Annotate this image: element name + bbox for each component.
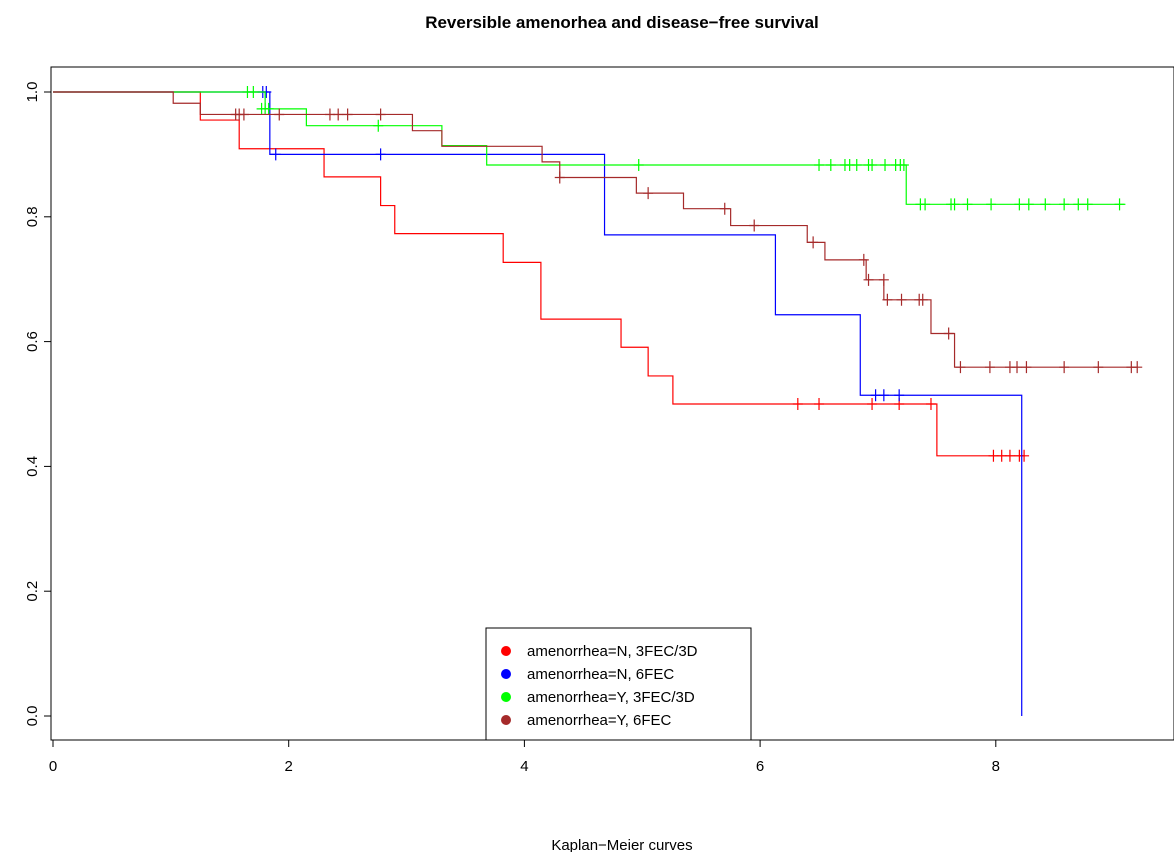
legend-marker — [501, 669, 511, 679]
x-tick-label: 4 — [520, 758, 528, 775]
censor-mark — [867, 398, 878, 410]
series-line — [53, 91, 1023, 716]
x-axis: 0 2 4 6 8 — [49, 740, 1000, 775]
x-tick-label: 8 — [992, 758, 1000, 775]
censor-mark — [825, 159, 836, 172]
censor-mark — [878, 389, 889, 402]
series-group — [53, 86, 1126, 211]
legend-label: amenorrhea=N, 3FEC/3D — [527, 643, 698, 660]
censor-mark — [1023, 198, 1034, 211]
legend-box — [485, 627, 752, 741]
legend-label: amenorrhea=Y, 6FEC — [527, 712, 672, 729]
censor-mark — [920, 198, 931, 211]
censor-mark — [373, 119, 384, 132]
censor-mark — [955, 361, 966, 374]
censor-mark — [1059, 198, 1070, 211]
censor-mark — [925, 398, 936, 410]
censor-mark — [554, 171, 565, 184]
censor-mark — [896, 293, 907, 306]
censor-mark — [949, 198, 960, 211]
series-group — [53, 91, 1030, 462]
series-group — [53, 91, 1143, 374]
censor-mark — [882, 293, 893, 306]
censor-mark — [1073, 198, 1084, 211]
series-group — [53, 86, 1023, 716]
censor-mark — [248, 86, 259, 98]
series-line — [53, 91, 1126, 205]
legend-label: amenorrhea=Y, 3FEC/3D — [527, 689, 695, 706]
censor-mark — [858, 253, 869, 266]
chart-title: Reversible amenorhea and disease−free su… — [425, 13, 819, 32]
censor-mark — [342, 108, 353, 121]
y-tick-label: 0.8 — [24, 206, 41, 227]
censor-mark — [1082, 198, 1093, 211]
censor-mark — [1012, 361, 1023, 374]
censor-mark — [792, 398, 803, 410]
censor-mark — [263, 102, 274, 115]
legend-marker — [501, 715, 511, 725]
x-tick-label: 0 — [49, 758, 57, 775]
censor-mark — [274, 108, 285, 121]
y-axis: 0.0 0.2 0.4 0.6 0.8 1.0 — [24, 82, 51, 727]
censor-mark — [1004, 449, 1015, 462]
censor-mark — [1040, 198, 1051, 211]
y-tick-label: 0.0 — [24, 706, 41, 727]
censor-mark — [867, 159, 878, 172]
censor-mark — [880, 159, 891, 172]
series-line — [53, 91, 1026, 457]
censor-mark — [633, 159, 644, 172]
censor-mark — [1132, 361, 1143, 374]
y-tick-label: 0.6 — [24, 331, 41, 352]
censor-mark — [1114, 198, 1125, 211]
x-tick-label: 6 — [756, 758, 764, 775]
censor-mark — [851, 159, 862, 172]
censor-mark — [749, 219, 760, 232]
censor-mark — [1014, 198, 1025, 211]
censor-mark — [375, 148, 386, 161]
legend: amenorrhea=N, 3FEC/3D amenorrhea=N, 6FEC a… — [485, 627, 752, 741]
censor-mark — [643, 187, 654, 200]
series-line — [53, 91, 1138, 368]
legend-label: amenorrhea=N, 6FEC — [527, 666, 674, 683]
censor-mark — [962, 198, 973, 211]
censor-mark — [814, 159, 825, 172]
legend-marker — [501, 692, 511, 702]
censor-mark — [238, 108, 249, 121]
censor-mark — [1093, 361, 1104, 374]
y-tick-label: 1.0 — [24, 82, 41, 103]
censor-mark — [984, 361, 995, 374]
censor-mark — [878, 273, 889, 286]
x-axis-title: Kaplan−Meier curves — [551, 837, 692, 852]
censor-mark — [943, 327, 954, 340]
censor-mark — [894, 389, 905, 402]
censor-mark — [898, 159, 909, 172]
censor-mark — [719, 202, 730, 215]
censor-mark — [986, 198, 997, 211]
censor-mark — [1059, 361, 1070, 374]
series-layer — [53, 86, 1143, 716]
censor-mark — [333, 108, 344, 121]
censor-mark — [375, 108, 386, 121]
y-tick-label: 0.4 — [24, 456, 41, 477]
censor-mark — [917, 293, 928, 306]
censor-mark — [1019, 449, 1030, 462]
censor-mark — [814, 398, 825, 410]
censor-mark — [808, 236, 819, 249]
censor-mark — [1021, 361, 1032, 374]
legend-marker — [501, 646, 511, 656]
x-tick-label: 2 — [285, 758, 293, 775]
censor-mark — [270, 148, 281, 161]
y-tick-label: 0.2 — [24, 581, 41, 602]
censor-mark — [863, 273, 874, 286]
